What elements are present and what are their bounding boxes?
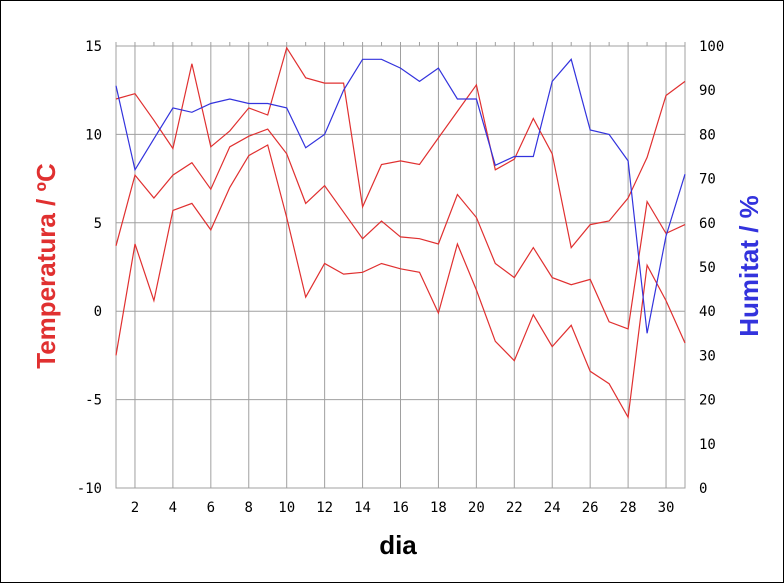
x-axis-title: dia (379, 530, 417, 560)
x-tick-label: 24 (544, 500, 561, 516)
y-tick-label-left: -10 (77, 481, 102, 497)
x-tick-label: 18 (430, 500, 447, 516)
series-line-temperature-3 (115, 144, 686, 420)
x-tick-label: 22 (506, 500, 523, 516)
x-tick-label: 14 (354, 500, 371, 516)
x-tick-label: 10 (278, 500, 295, 516)
x-tick-label: 16 (392, 500, 409, 516)
y-axis-title-right: Humitat / % (734, 195, 764, 337)
x-tick-label: 20 (468, 500, 485, 516)
x-tick-label: 30 (658, 500, 675, 516)
y-tick-label-left: 5 (94, 216, 102, 232)
x-tick-label: 28 (620, 500, 637, 516)
x-tick-label: 12 (316, 500, 333, 516)
x-tick-label: 6 (207, 500, 215, 516)
x-tick-label: 26 (582, 500, 599, 516)
series-line-temperature-2 (115, 128, 686, 330)
y-tick-label-right: 0 (699, 481, 707, 497)
y-tick-label-right: 60 (699, 216, 716, 232)
y-tick-label-left: 10 (85, 127, 102, 143)
series-line-temperature-1 (115, 46, 686, 249)
y-tick-label-left: 15 (85, 39, 102, 55)
x-tick-label: 8 (245, 500, 253, 516)
y-tick-label-left: -5 (85, 393, 102, 409)
y-tick-label-right: 30 (699, 348, 716, 364)
y-tick-label-right: 20 (699, 393, 716, 409)
y-tick-label-right: 90 (699, 83, 716, 99)
x-tick-label: 4 (169, 500, 177, 516)
y-tick-label-right: 70 (699, 172, 716, 188)
series-lines (115, 46, 686, 420)
y-axis-title-left: Temperatura / ºC (31, 163, 61, 369)
y-tick-label-right: 10 (699, 437, 716, 453)
series-line-humidity (115, 58, 686, 334)
y-tick-label-right: 80 (699, 127, 716, 143)
grid (115, 42, 686, 489)
x-tick-label: 2 (131, 500, 139, 516)
y-tick-label-right: 50 (699, 260, 716, 276)
y-tick-label-right: 40 (699, 304, 716, 320)
y-tick-label-right: 100 (699, 39, 724, 55)
y-tick-label-left: 0 (94, 304, 102, 320)
